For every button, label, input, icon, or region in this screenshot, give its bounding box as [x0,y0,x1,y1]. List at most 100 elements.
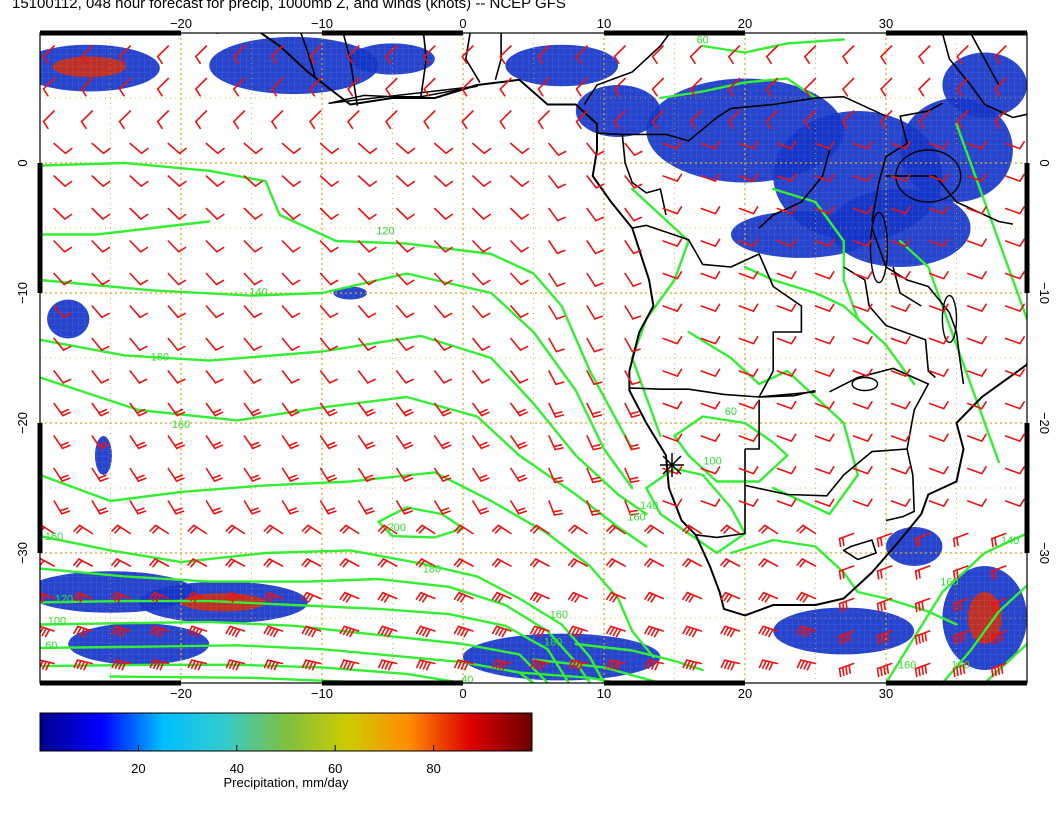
barb-staff [662,305,679,312]
barb-feather [404,444,414,450]
barb-feather [631,348,641,353]
barb-staff [548,337,558,353]
wind-barb [433,337,453,351]
barb-staff [586,142,598,156]
barb-feather [520,279,529,286]
wind-barb [689,110,703,130]
lon-tick-label-top: 30 [879,16,893,31]
wind-barb [309,45,322,65]
barb-feather [304,526,312,534]
wind-barb [395,207,415,220]
barb-feather [997,600,1001,611]
barb-staff [852,272,869,280]
barb-feather [42,88,49,97]
barb-staff [433,207,447,220]
barb-feather [385,120,392,130]
barb-staff [40,558,55,567]
barb-feather [387,661,393,671]
barb-feather [252,378,262,384]
wind-barb [758,524,779,535]
barb-staff [575,110,588,123]
barb-staff [842,77,855,90]
barb-staff [548,272,558,287]
barb-feather [139,312,148,319]
barb-feather [691,628,698,638]
barb-staff [42,110,55,123]
barb-feather [98,408,108,414]
barb-feather [714,433,721,442]
barb-staff [243,175,257,187]
wind-barb [111,591,131,603]
barb-feather [366,411,376,417]
barb-staff [205,305,217,319]
barb-feather [444,180,454,187]
station-marker [660,453,684,477]
barb-staff [1004,175,1021,182]
barb-staff [271,110,284,123]
contour-value-label: 60 [697,34,709,46]
wind-barb [433,305,453,319]
barb-staff [116,558,131,567]
barb-feather [140,213,149,220]
barb-feather [215,312,224,319]
wind-barb [53,402,71,417]
barb-staff [586,337,596,353]
barb-feather [255,147,263,155]
barb-staff [776,272,793,280]
barb-staff [966,272,983,280]
barb-feather [942,238,949,247]
wind-barb [852,498,873,507]
barb-feather [301,558,309,566]
wind-barb [876,630,893,645]
barb-feather [685,559,692,568]
wind-barb [720,625,741,638]
barb-feather [155,594,162,603]
wind-barb [309,77,322,97]
barb-feather [758,659,764,669]
wind-barb [700,206,721,215]
barb-feather [423,120,430,130]
barb-feather [216,213,225,220]
page-title: 15100112, 048 hour forecast for precip, … [12,0,566,12]
barb-feather [676,433,683,442]
barb-staff [966,370,983,377]
barb-staff [156,110,170,123]
barb-feather [290,378,300,384]
wind-barb [433,402,452,417]
barb-staff [395,500,406,515]
barb-feather [828,141,835,150]
barb-feather [120,628,127,638]
barb-feather [942,173,949,182]
barb-staff [1004,240,1021,247]
barb-feather [498,660,504,670]
barb-staff [956,110,969,123]
contour-value-label: 60 [45,640,57,652]
barb-staff [433,305,446,319]
barb-staff [385,77,398,90]
contour-value-label: 40 [461,674,473,686]
barb-feather [345,594,352,603]
wind-barb [689,45,703,65]
barb-feather [529,625,536,635]
barb-staff [928,272,945,280]
barb-feather [880,55,887,65]
barb-staff [91,142,105,155]
barb-staff [776,467,793,475]
wind-barb [568,524,588,535]
wind-barb [377,591,398,603]
wind-barb [890,303,911,312]
barb-feather [80,55,87,65]
barb-feather [568,659,574,669]
barb-feather [570,593,578,602]
barb-staff [586,272,597,287]
barb-feather [990,537,994,548]
barb-staff [395,142,409,155]
wind-barb [662,368,683,377]
barb-feather [101,312,110,319]
lat-tick-label-left: −20 [15,412,30,434]
barb-feather [574,627,581,637]
barb-feather [439,507,450,512]
lon-tick-label-bottom: −10 [311,686,333,701]
barb-staff [357,305,370,319]
barb-feather [99,477,109,482]
